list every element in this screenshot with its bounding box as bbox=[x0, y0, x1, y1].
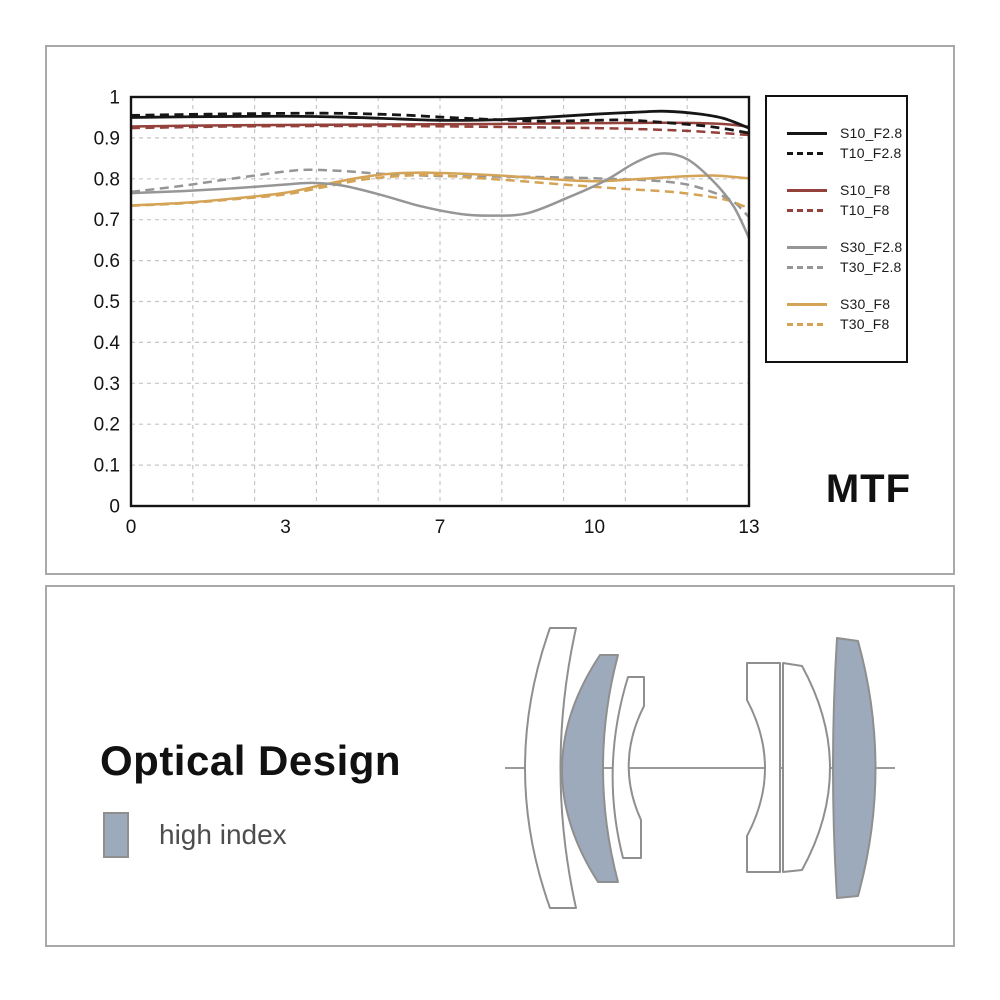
section-title: Optical Design bbox=[100, 737, 402, 784]
high-index-swatch bbox=[103, 812, 129, 858]
legend-item: T30_F2.8 bbox=[787, 257, 906, 277]
legend-label: T10_F2.8 bbox=[840, 145, 902, 161]
legend-group-30lpmm-f8: S30_F8 T30_F8 bbox=[787, 294, 906, 334]
legend-item: S30_F8 bbox=[787, 294, 906, 314]
legend-group-10lpmm-f2.8: S10_F2.8 T10_F2.8 bbox=[787, 123, 906, 163]
legend-label: T30_F8 bbox=[840, 316, 890, 332]
svg-text:10: 10 bbox=[584, 517, 605, 538]
line-swatch-dashed bbox=[787, 265, 827, 269]
legend-group-10lpmm-f8: S10_F8 T10_F8 bbox=[787, 180, 906, 220]
line-swatch-solid bbox=[787, 245, 827, 249]
svg-text:0.1: 0.1 bbox=[94, 456, 120, 477]
element-4-concave bbox=[746, 662, 781, 873]
legend-label: T30_F2.8 bbox=[840, 259, 902, 275]
svg-text:0.6: 0.6 bbox=[94, 251, 120, 272]
svg-text:0.7: 0.7 bbox=[94, 210, 120, 231]
svg-text:0: 0 bbox=[109, 497, 120, 518]
legend-item: T30_F8 bbox=[787, 314, 906, 334]
mtf-legend: S10_F2.8 T10_F2.8 S10_F8 T10_F8 S30_F2.8 bbox=[765, 95, 908, 363]
element-1-meniscus bbox=[524, 627, 577, 909]
svg-text:0.8: 0.8 bbox=[94, 169, 120, 190]
legend-group-30lpmm-f2.8: S30_F2.8 T30_F2.8 bbox=[787, 237, 906, 277]
mtf-chart: 1 0.9 0.8 0.7 0.6 0.5 0.4 0.3 0.2 0.1 00 3 7 10 13 bbox=[94, 88, 760, 539]
optical-design-panel: Optical Design high index bbox=[45, 585, 955, 947]
element-5-convex bbox=[782, 662, 831, 873]
legend-item: T10_F2.8 bbox=[787, 143, 906, 163]
lens-diagram bbox=[505, 627, 895, 909]
svg-text:7: 7 bbox=[435, 517, 446, 538]
legend-label: S30_F2.8 bbox=[840, 239, 903, 255]
line-swatch-solid bbox=[787, 302, 827, 306]
legend-label: S10_F8 bbox=[840, 182, 891, 198]
svg-text:13: 13 bbox=[738, 517, 759, 538]
svg-text:3: 3 bbox=[280, 517, 291, 538]
legend-label: S10_F2.8 bbox=[840, 125, 903, 141]
element-2-meniscus-high-index bbox=[561, 654, 619, 883]
mtf-panel: 1 0.9 0.8 0.7 0.6 0.5 0.4 0.3 0.2 0.1 0 0 3 7 10 13 S10… bbox=[45, 45, 955, 575]
legend-item: S10_F8 bbox=[787, 180, 906, 200]
legend-label: T10_F8 bbox=[840, 202, 890, 218]
line-swatch-dashed bbox=[787, 151, 827, 155]
line-swatch-dashed bbox=[787, 322, 827, 326]
svg-text:0.5: 0.5 bbox=[94, 292, 120, 313]
element-3-meniscus bbox=[611, 676, 645, 859]
line-swatch-solid bbox=[787, 188, 827, 192]
svg-text:0.9: 0.9 bbox=[94, 128, 120, 149]
svg-text:0.2: 0.2 bbox=[94, 415, 120, 436]
line-swatch-solid bbox=[787, 131, 827, 135]
element-6-biconvex-high-index bbox=[832, 637, 877, 899]
line-swatch-dashed bbox=[787, 208, 827, 212]
legend-label: S30_F8 bbox=[840, 296, 891, 312]
svg-text:0.4: 0.4 bbox=[94, 333, 121, 354]
legend-item: T10_F8 bbox=[787, 200, 906, 220]
svg-text:0: 0 bbox=[126, 517, 137, 538]
legend-item: S30_F2.8 bbox=[787, 237, 906, 257]
svg-text:0.3: 0.3 bbox=[94, 374, 120, 395]
high-index-legend: high index bbox=[103, 812, 287, 858]
high-index-label: high index bbox=[159, 819, 287, 850]
svg-text:1: 1 bbox=[109, 88, 120, 109]
chart-title: MTF bbox=[825, 467, 911, 511]
legend-item: S10_F2.8 bbox=[787, 123, 906, 143]
